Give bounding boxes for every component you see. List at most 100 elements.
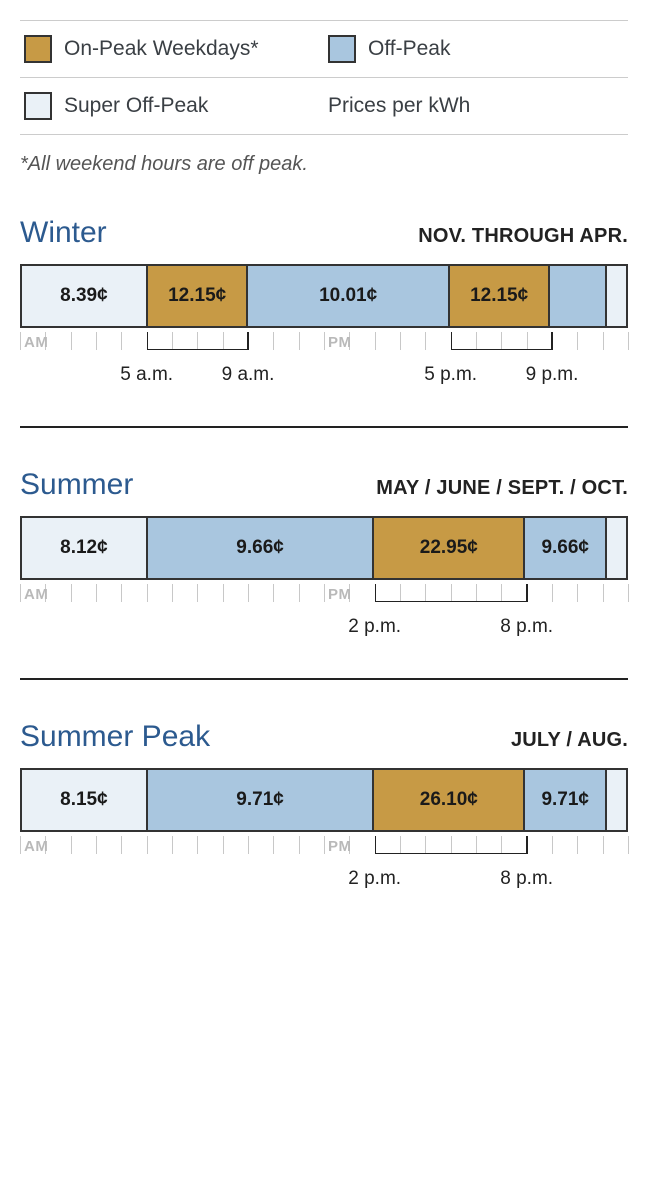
time-bracket <box>375 836 527 854</box>
legend: On-Peak Weekdays* Off-Peak Super Off-Pea… <box>20 20 628 135</box>
axis-tick <box>273 584 274 602</box>
axis-tick <box>172 584 173 602</box>
legend-item-prices-note: Prices per kWh <box>324 78 628 134</box>
time-bracket <box>451 332 552 350</box>
time-label: 5 p.m. <box>424 364 477 386</box>
axis-tick <box>121 836 122 854</box>
axis-tick <box>96 584 97 602</box>
legend-item-super-off-peak: Super Off-Peak <box>20 78 324 134</box>
footnote: *All weekend hours are off peak. <box>20 153 628 176</box>
axis-tick <box>552 332 553 350</box>
axis-tick <box>71 332 72 350</box>
axis-tick <box>299 584 300 602</box>
axis-tick <box>197 584 198 602</box>
time-label: 8 p.m. <box>500 616 553 638</box>
axis-tick <box>324 332 325 350</box>
rate-segment <box>607 266 626 326</box>
section-divider <box>20 426 628 428</box>
season-header: Summer Peak JULY / AUG. <box>20 720 628 754</box>
season-months: NOV. THROUGH APR. <box>418 225 628 248</box>
axis-tick <box>603 836 604 854</box>
axis-tick <box>577 584 578 602</box>
season-block: Summer PeakJULY / AUG.8.15¢9.71¢26.10¢9.… <box>20 720 628 896</box>
rate-bar: 8.15¢9.71¢26.10¢9.71¢ <box>20 768 628 832</box>
axis-tick <box>96 332 97 350</box>
time-label: 5 a.m. <box>120 364 173 386</box>
rate-segment: 9.66¢ <box>525 518 607 578</box>
axis-tick <box>197 836 198 854</box>
time-bracket <box>375 584 527 602</box>
time-label: 2 p.m. <box>348 868 401 890</box>
axis-tick <box>603 584 604 602</box>
rate-segment: 12.15¢ <box>148 266 249 326</box>
season-header: SummerMAY / JUNE / SEPT. / OCT. <box>20 468 628 502</box>
axis-tick <box>324 836 325 854</box>
axis-tick <box>273 332 274 350</box>
legend-label: On-Peak Weekdays* <box>64 37 259 61</box>
axis-tick <box>527 584 528 602</box>
axis-tick <box>603 332 604 350</box>
axis-tick <box>324 584 325 602</box>
legend-item-on-peak: On-Peak Weekdays* <box>20 21 324 77</box>
axis-tick <box>628 584 629 602</box>
season-title: Winter <box>20 216 107 250</box>
axis-tick <box>273 836 274 854</box>
rate-segment: 9.66¢ <box>148 518 375 578</box>
pm-label: PM <box>328 586 352 603</box>
axis-tick <box>527 836 528 854</box>
legend-row: On-Peak Weekdays* Off-Peak <box>20 21 628 78</box>
axis-tick <box>248 584 249 602</box>
axis-tick <box>172 836 173 854</box>
season-header: Winter NOV. THROUGH APR. <box>20 216 628 250</box>
axis-tick <box>552 584 553 602</box>
axis-tick <box>20 584 21 602</box>
rate-segment <box>607 770 626 830</box>
axis-tick <box>147 584 148 602</box>
time-label: 9 a.m. <box>222 364 275 386</box>
hour-axis: AMPM <box>20 836 628 864</box>
am-label: AM <box>24 334 48 351</box>
swatch-on-peak <box>24 35 52 63</box>
time-bracket <box>147 332 248 350</box>
legend-label: Prices per kWh <box>328 94 470 118</box>
axis-tick <box>96 836 97 854</box>
section-divider <box>20 678 628 680</box>
axis-tick <box>299 836 300 854</box>
swatch-super-off-peak <box>24 92 52 120</box>
time-label: 9 p.m. <box>526 364 579 386</box>
axis-tick <box>375 332 376 350</box>
axis-tick <box>71 836 72 854</box>
rate-segment: 12.15¢ <box>450 266 551 326</box>
axis-tick <box>577 836 578 854</box>
season-months: MAY / JUNE / SEPT. / OCT. <box>376 477 628 500</box>
season-block: WinterNOV. THROUGH APR.8.39¢12.15¢10.01¢… <box>20 216 628 392</box>
swatch-off-peak <box>328 35 356 63</box>
hour-axis: AMPM <box>20 332 628 360</box>
time-label: 8 p.m. <box>500 868 553 890</box>
time-labels: 2 p.m. 8 p.m. <box>20 616 628 644</box>
axis-tick <box>400 332 401 350</box>
rate-segment: 8.15¢ <box>22 770 148 830</box>
legend-label: Super Off-Peak <box>64 94 208 118</box>
time-labels: 2 p.m. 8 p.m. <box>20 868 628 896</box>
rate-segment: 9.71¢ <box>148 770 375 830</box>
legend-item-off-peak: Off-Peak <box>324 21 628 77</box>
legend-row: Super Off-Peak Prices per kWh <box>20 78 628 134</box>
season-title: Summer Peak <box>20 720 210 754</box>
rate-segment: 8.39¢ <box>22 266 148 326</box>
time-label: 2 p.m. <box>348 616 401 638</box>
rate-segment: 22.95¢ <box>374 518 525 578</box>
rate-segment: 9.71¢ <box>525 770 607 830</box>
rate-segment: 26.10¢ <box>374 770 525 830</box>
axis-tick <box>628 332 629 350</box>
axis-tick <box>71 584 72 602</box>
axis-tick <box>121 584 122 602</box>
axis-tick <box>248 332 249 350</box>
rate-segment: 10.01¢ <box>248 266 449 326</box>
axis-tick <box>552 836 553 854</box>
axis-tick <box>425 332 426 350</box>
axis-tick <box>121 332 122 350</box>
pm-label: PM <box>328 838 352 855</box>
hour-axis: AMPM <box>20 584 628 612</box>
season-months: JULY / AUG. <box>511 729 628 752</box>
